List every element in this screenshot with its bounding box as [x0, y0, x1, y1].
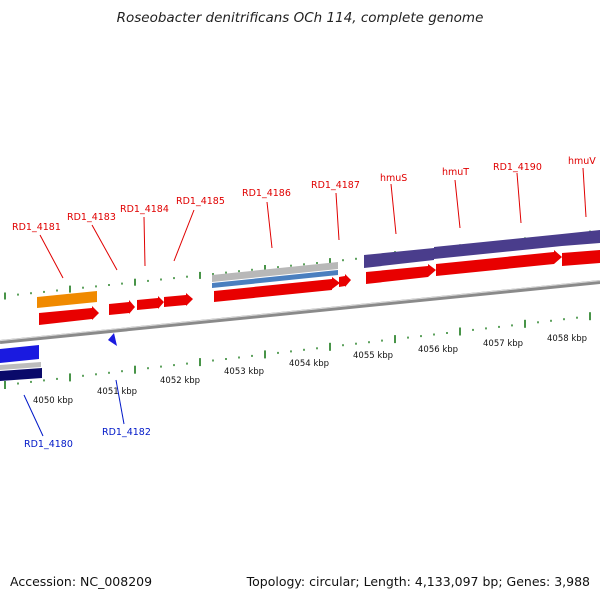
- kbp-scale-labels: 4050 kbp 4051 kbp 4052 kbp 4053 kbp 4054…: [33, 334, 587, 406]
- gene-label-rd1-4186[interactable]: RD1_4186: [242, 188, 291, 199]
- gene-hmuv-red[interactable]: [562, 250, 600, 266]
- gene-hmut-red[interactable]: [436, 250, 562, 276]
- gene-features: [0, 230, 600, 381]
- kbp-label: 4055 kbp: [353, 351, 393, 361]
- accession-label: Accession: NC_008209: [10, 574, 153, 589]
- kbp-label: 4052 kbp: [160, 376, 200, 386]
- kbp-label: 4054 kbp: [289, 359, 329, 369]
- gene-hmus-purple[interactable]: [364, 248, 434, 268]
- kbp-label: 4057 kbp: [483, 339, 523, 349]
- gene-rd1-4186-grey: [212, 262, 338, 282]
- gene-rd1-4180-lower[interactable]: [0, 368, 42, 381]
- lower-tick-track: [4, 312, 591, 389]
- gene-label-hmut[interactable]: hmuT: [442, 167, 469, 178]
- genome-stats-label: Topology: circular; Length: 4,133,097 bp…: [246, 574, 590, 589]
- map-title: Roseobacter denitrificans OCh 114, compl…: [116, 10, 484, 26]
- gene-rd1-4181-orange[interactable]: [37, 291, 97, 308]
- gene-label-hmus[interactable]: hmuS: [380, 173, 407, 184]
- gene-hmut-purple[interactable]: [434, 234, 562, 259]
- gene-rd1-4180-upper[interactable]: [0, 345, 39, 363]
- kbp-label: 4051 kbp: [97, 387, 137, 397]
- gene-hmuv-purple[interactable]: [562, 230, 600, 246]
- gene-label-lines-upper: [39, 167, 587, 279]
- gene-hmus-red[interactable]: [366, 264, 436, 284]
- gene-label-rd1-4187[interactable]: RD1_4187: [311, 180, 360, 191]
- gene-label-rd1-4180[interactable]: RD1_4180: [24, 439, 73, 450]
- gene-rd1-4181-red[interactable]: [39, 306, 99, 325]
- gene-label-rd1-4182[interactable]: RD1_4182: [102, 427, 151, 438]
- gene-rd1-4187[interactable]: [339, 274, 351, 287]
- gene-rd1-4180-grey: [0, 362, 41, 370]
- gene-rd1-4182[interactable]: [108, 333, 117, 346]
- kbp-label: 4056 kbp: [418, 345, 458, 355]
- gene-label-rd1-4190[interactable]: RD1_4190: [493, 162, 542, 173]
- gene-label-lines-lower: [23, 379, 125, 437]
- kbp-label: 4050 kbp: [33, 396, 73, 406]
- gene-rd1-4185[interactable]: [164, 293, 193, 307]
- gene-rd1-4183[interactable]: [109, 300, 135, 315]
- gene-label-rd1-4184[interactable]: RD1_4184: [120, 204, 169, 215]
- gene-label-rd1-4181[interactable]: RD1_4181: [12, 222, 61, 233]
- gene-label-rd1-4185[interactable]: RD1_4185: [176, 196, 225, 207]
- gene-rd1-4184[interactable]: [137, 296, 164, 310]
- genome-backbone-highlight: [0, 280, 600, 342]
- kbp-label: 4053 kbp: [224, 367, 264, 377]
- gene-rd1-4186-blue[interactable]: [212, 270, 338, 288]
- gene-label-hmuv[interactable]: hmuV: [568, 156, 596, 167]
- kbp-label: 4058 kbp: [547, 334, 587, 344]
- gene-label-rd1-4183[interactable]: RD1_4183: [67, 212, 116, 223]
- genome-backbone: [0, 280, 600, 344]
- gene-rd1-4186-red[interactable]: [214, 277, 340, 302]
